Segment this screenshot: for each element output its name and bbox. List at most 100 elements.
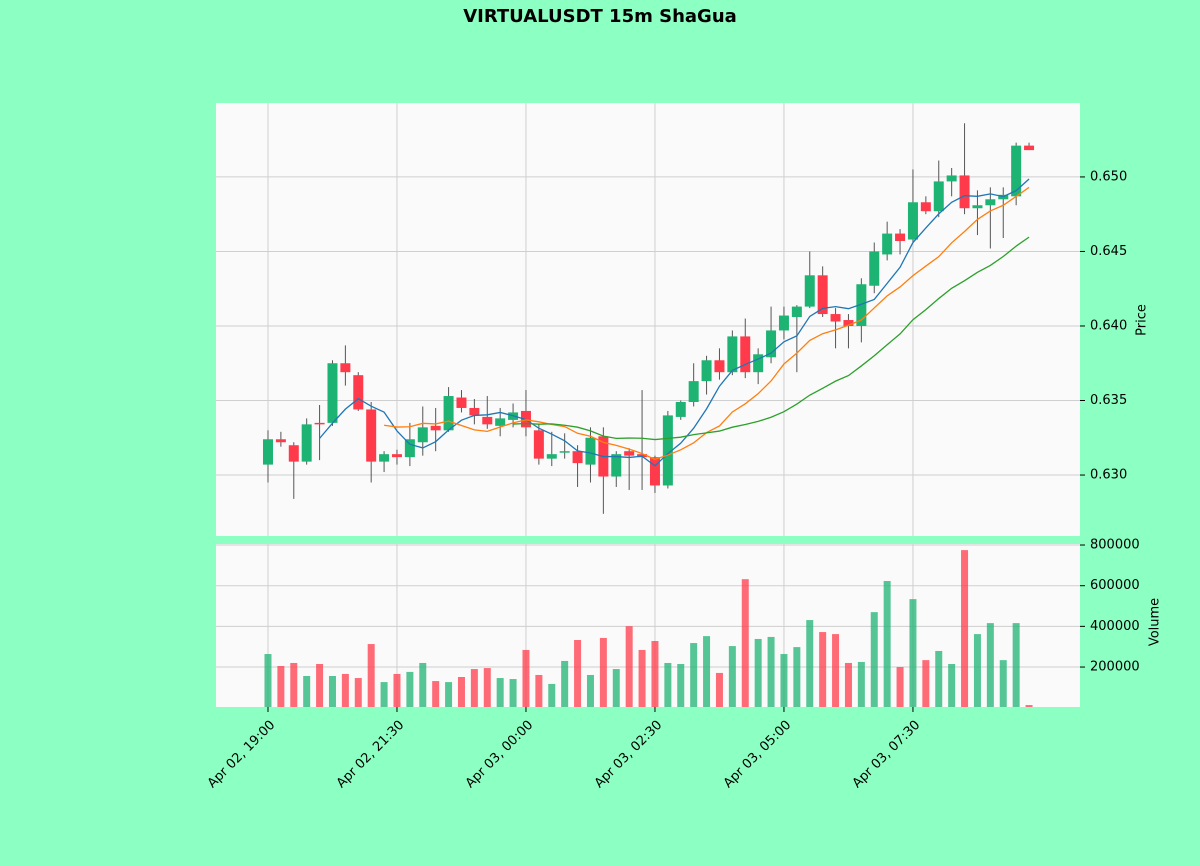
candle-body [301,424,312,462]
volume-bar [380,682,388,707]
volume-bar [316,663,324,707]
volume-bar [999,660,1007,707]
candle-body [624,451,635,456]
y-tick-label: 0.630 [1090,468,1127,483]
volume-bar [432,681,440,707]
volume-bar [677,663,685,707]
x-tick-label: Apr 03, 07:30 [850,718,923,791]
volume-bar [935,650,943,707]
volume-bar [483,668,491,707]
volume-bar [341,673,349,707]
volume-bar [857,661,865,707]
candle-body [366,409,377,462]
candle-body [649,457,660,486]
volume-bar [948,663,956,707]
volume-bar [406,671,414,707]
volume-bar [509,679,517,707]
volume-bar [664,662,672,707]
x-tick-label: Apr 03, 05:00 [721,718,794,791]
candle-body [766,330,777,358]
volume-bar [599,637,607,707]
volume-bar [986,623,994,707]
candle-body [727,336,738,373]
candle-body [559,451,570,453]
candle-body [791,306,802,318]
y2-tick-label: 400000 [1090,619,1140,634]
volume-bar [367,644,375,707]
volume-bar [690,643,698,707]
candle-body [611,454,622,477]
volume-bar [1025,705,1033,707]
volume-bar [973,634,981,707]
candle-body [959,175,970,209]
volume-bar [896,667,904,707]
volume-bar [612,669,620,707]
chart-title: VIRTUALUSDT 15m ShaGua [463,6,737,27]
volume-bar [419,662,427,707]
candle-body [675,402,686,417]
volume-bar [445,682,453,707]
x-tick-label: Apr 03, 02:30 [592,718,665,791]
candle-body [353,375,364,410]
y-tick-label: 0.640 [1090,318,1127,333]
candle-body [391,454,402,458]
volume-bar [922,660,930,707]
volume-bar [728,646,736,707]
candle-body [572,451,583,464]
volume-bar [844,662,852,707]
y2-tick-label: 800000 [1090,538,1140,553]
candle-body [985,199,996,206]
candle-body [933,181,944,212]
y-tick-label: 0.635 [1090,393,1127,408]
candle-body [327,363,338,423]
volume-bar [548,683,556,707]
candle-body [443,396,454,431]
x-tick-label: Apr 02, 19:00 [205,718,278,791]
volume-bar [535,674,543,707]
volume-bar [470,669,478,707]
candle-body [714,360,725,373]
candle-body [430,425,441,431]
candle-body [856,284,867,326]
y2-tick-label: 600000 [1090,578,1140,593]
candle-body [533,430,544,459]
volume-bar [883,581,891,707]
volume-bar [290,662,298,707]
candle-body [456,397,467,408]
volume-bar [625,626,633,707]
candle-body [830,314,841,322]
volume-bar [1012,623,1020,707]
volume-bar [264,654,272,707]
candle-body [946,175,957,182]
y-tick-label: 0.650 [1090,169,1127,184]
candle-body [469,407,480,416]
candle-body [895,233,906,242]
volume-bar [457,677,465,707]
volume-bar [651,641,659,707]
candle-body [1024,145,1035,151]
volume-bar [522,649,530,707]
volume-bar [767,636,775,707]
candle-body [404,439,415,458]
candle-body [688,381,699,403]
volume-bar [961,550,969,707]
candle-body [817,275,828,315]
candle-body [701,360,712,382]
candle-body [288,445,299,462]
candle-body [753,354,764,373]
candle-body [340,363,351,373]
moving-average-line [319,178,1030,467]
x-tick-label: Apr 03, 00:00 [463,718,536,791]
candle-body [495,418,506,426]
volume-bar [277,666,285,707]
candle-body [882,233,893,255]
volume-bar [586,674,594,707]
candle-body [275,439,286,443]
volume-bar [354,678,362,707]
price-panel [216,103,1080,536]
volume-bar [806,620,814,707]
candle-body [920,202,931,212]
candle-body [417,427,428,443]
